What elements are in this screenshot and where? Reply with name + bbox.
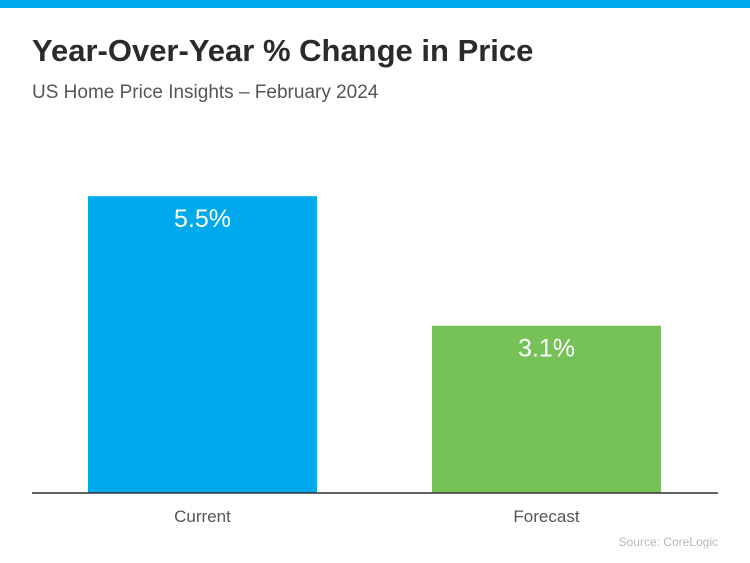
source-note: Source: CoreLogic: [618, 535, 718, 549]
chart-subtitle: US Home Price Insights – February 2024: [32, 82, 379, 103]
bar-forecast: [432, 325, 661, 493]
value-label-current: 5.5%: [174, 205, 231, 233]
value-label-forecast: 3.1%: [518, 335, 575, 363]
category-label-current: Current: [174, 507, 231, 526]
category-label-forecast: Forecast: [513, 507, 579, 526]
chart-title: Year-Over-Year % Change in Price: [32, 33, 534, 68]
top-accent-bar: [0, 0, 750, 8]
bar-current: [88, 196, 317, 493]
